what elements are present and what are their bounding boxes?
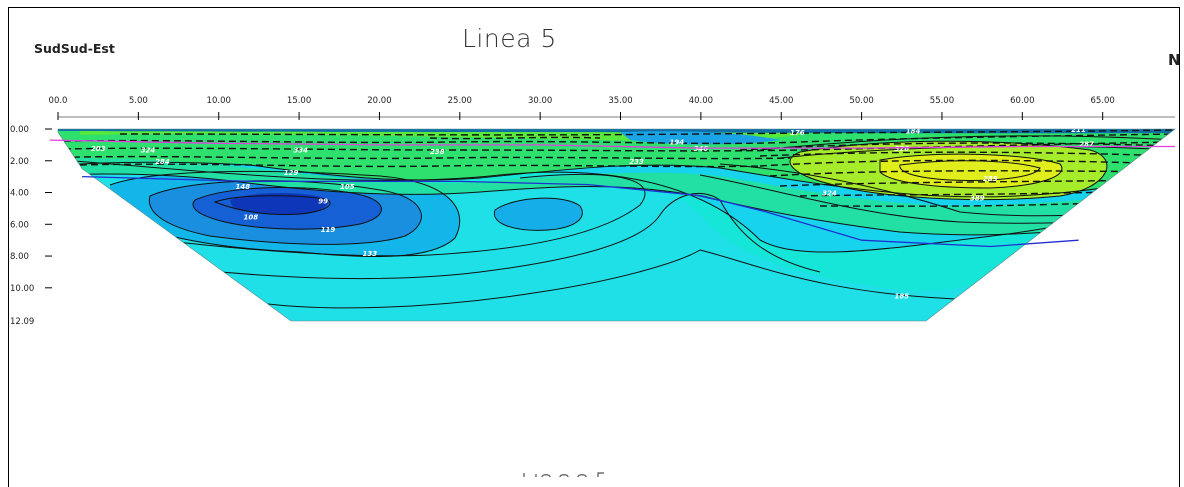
- contour-label: 108: [244, 213, 259, 221]
- x-tick-label: 35.00: [608, 96, 632, 106]
- interpreted-boundaries: [49, 139, 1175, 248]
- x-tick-label: 50.00: [849, 96, 873, 106]
- y-axis: 0.00 2.00 4.00 6.00 8.00 10.00 12.09: [10, 125, 52, 327]
- contour-label: 334: [293, 147, 308, 155]
- resistivity-section-plot: 00.0 5.00 10.00 15.00 20.00 25.00 30.00 35.00 40…: [10, 96, 1176, 327]
- contour-label: 119: [321, 226, 336, 234]
- next-figure-title-fragment: [523, 472, 604, 477]
- contour-label: 289: [983, 175, 998, 183]
- contour-label: 287: [1079, 140, 1094, 148]
- y-tick-label: 12.09: [10, 317, 34, 327]
- fill-secondary-blue-lens: [494, 198, 583, 231]
- left-end-label: SudSud-Est: [34, 41, 115, 56]
- blue-boundary-line: [82, 175, 1079, 248]
- x-tick-label: 55.00: [930, 96, 954, 106]
- section-outline: [57, 128, 1176, 322]
- contour-label: 133: [362, 250, 377, 258]
- contour-label: 238: [430, 148, 445, 156]
- contour-labels: 203 324 284 334 129 238 148 105 99 108 119 133 233 17…: [91, 126, 1094, 301]
- contour-label: 148: [236, 183, 251, 191]
- magenta-boundary-line: [49, 139, 1175, 149]
- contour-label: 105: [340, 183, 355, 191]
- contour-label: 324: [822, 190, 837, 198]
- fill-darkest-blue-core: [230, 193, 329, 215]
- y-tick-label: 2.00: [10, 157, 29, 167]
- contour-label: 346: [694, 145, 709, 153]
- x-tick-label: 30.00: [528, 96, 552, 106]
- x-axis: 00.0 5.00 10.00 15.00 20.00 25.00 30.00 35.00 40…: [49, 96, 1175, 120]
- color-fill-layers: [58, 129, 1175, 321]
- x-tick-label: 45.00: [769, 96, 793, 106]
- contour-label: 194: [669, 139, 684, 147]
- contour-label: 389: [970, 194, 985, 202]
- contour-label: 185: [894, 293, 909, 301]
- contour-label: 284: [155, 158, 170, 166]
- section-title: Linea 5: [462, 24, 557, 53]
- contour-label: 99: [318, 197, 328, 205]
- x-tick-label: 65.00: [1091, 96, 1115, 106]
- contour-label: 184: [906, 128, 921, 136]
- contour-label: 233: [629, 158, 644, 166]
- y-tick-label: 10.00: [10, 284, 34, 294]
- contour-label: 326: [894, 145, 909, 153]
- x-tick-label: 60.00: [1010, 96, 1034, 106]
- y-tick-label: 4.00: [10, 189, 29, 199]
- x-tick-label: 20.00: [367, 96, 391, 106]
- y-tick-label: 0.00: [10, 125, 29, 135]
- resistivity-section: 203 324 284 334 129 238 148 105 99 108 119 133 233 17…: [58, 126, 1175, 321]
- y-tick-label: 6.00: [10, 220, 29, 230]
- x-tick-label: 40.00: [689, 96, 713, 106]
- x-tick-label: 15.00: [287, 96, 311, 106]
- contour-label: 324: [141, 147, 156, 155]
- x-tick-label: 5.00: [129, 96, 148, 106]
- contour-lines: [58, 135, 1175, 309]
- contour-label: 211: [1071, 126, 1086, 134]
- x-tick-label: 10.00: [207, 96, 231, 106]
- x-tick-label: 25.00: [448, 96, 472, 106]
- y-tick-label: 8.00: [10, 252, 29, 262]
- contour-label: 203: [91, 145, 106, 153]
- right-end-label: N: [1168, 51, 1181, 69]
- x-tick-label: 00.0: [49, 96, 68, 106]
- contour-label: 176: [790, 129, 805, 137]
- contour-label: 129: [284, 169, 299, 177]
